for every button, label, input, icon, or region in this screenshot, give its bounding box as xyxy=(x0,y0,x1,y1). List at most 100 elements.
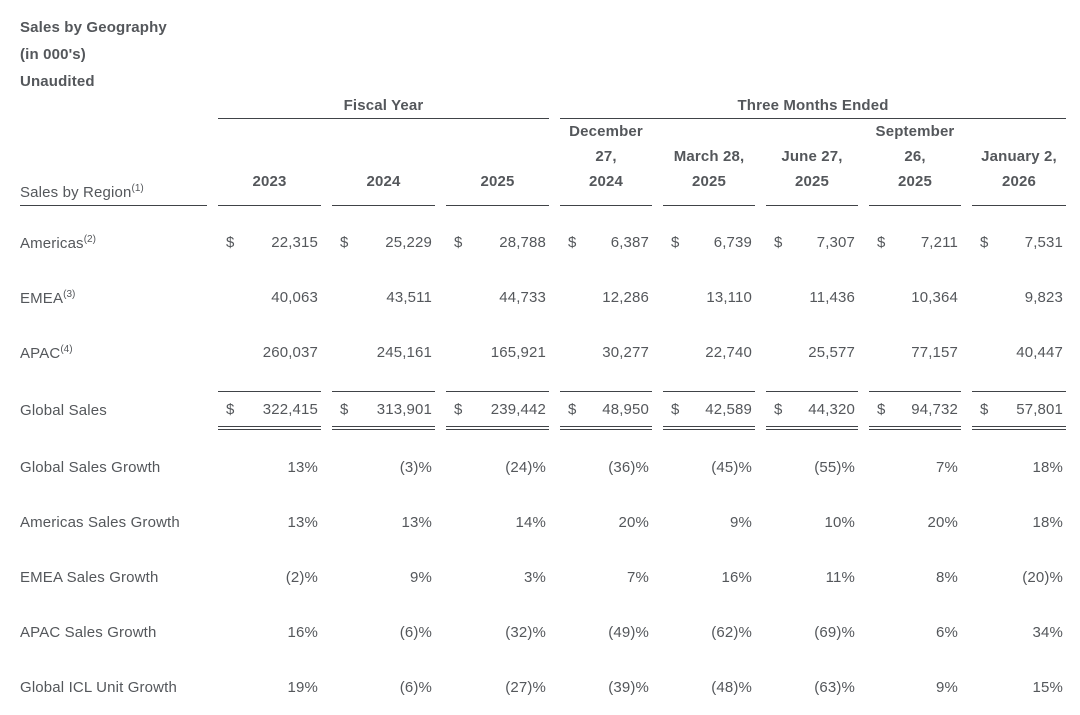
row-americas-sales-growth: Americas Sales Growth 13% 13% 14% 20% 9%… xyxy=(20,495,1080,550)
dollar-sign: $ xyxy=(774,234,783,251)
value-cell: (3)% xyxy=(399,459,432,476)
total-cell: $44,320 xyxy=(766,391,858,430)
value-cell: (36)% xyxy=(608,459,649,476)
row-label: Global ICL Unit Growth xyxy=(20,679,177,696)
value-cell: 245,161 xyxy=(376,344,432,361)
dollar-sign: $ xyxy=(877,234,886,251)
total-cell: $313,901 xyxy=(332,391,435,430)
region-column-header: Sales by Region(1) xyxy=(20,119,207,206)
value-cell: 25,577 xyxy=(808,344,855,361)
value-cell: 18% xyxy=(1032,514,1063,531)
units-note: (in 000's) xyxy=(20,46,86,63)
value-cell: (55)% xyxy=(814,459,855,476)
row-label: Americas Sales Growth xyxy=(20,514,180,531)
value-cell: 165,921 xyxy=(490,344,546,361)
row-emea-sales-growth: EMEA Sales Growth (2)% 9% 3% 7% 16% 11% … xyxy=(20,550,1080,605)
value-cell: $7,531 xyxy=(980,234,1063,251)
value-cell: 19% xyxy=(287,679,318,696)
value-cell: (6)% xyxy=(399,679,432,696)
row-label: Global Sales xyxy=(20,401,107,419)
value-cell: 3% xyxy=(524,569,546,586)
audit-note: Unaudited xyxy=(20,73,95,90)
dollar-sign: $ xyxy=(568,400,577,418)
value-cell: 13% xyxy=(401,514,432,531)
value-cell: 11,436 xyxy=(809,289,855,306)
row-label: EMEA(3) xyxy=(20,288,76,307)
column-header-q4: September 26, 2025 xyxy=(869,119,961,206)
dollar-sign: $ xyxy=(226,400,235,418)
value-cell: 40,447 xyxy=(1016,344,1063,361)
footnote-marker: (4) xyxy=(60,343,73,355)
value-cell: (63)% xyxy=(814,679,855,696)
column-header-fy2024: 2024 xyxy=(332,119,435,206)
dollar-sign: $ xyxy=(454,400,463,418)
value-cell: 9,823 xyxy=(1024,289,1063,306)
value-cell: $7,211 xyxy=(877,234,958,251)
fiscal-year-group-header: Fiscal Year xyxy=(218,95,549,119)
dollar-sign: $ xyxy=(226,234,235,251)
row-apac: APAC(4) 260,037 245,161 165,921 30,277 2… xyxy=(20,325,1080,380)
row-global-sales-growth: Global Sales Growth 13% (3)% (24)% (36)%… xyxy=(20,440,1080,495)
row-global-sales: Global Sales $322,415 $313,901 $239,442 … xyxy=(20,380,1080,440)
value-cell: $6,739 xyxy=(671,234,752,251)
value-cell: 10% xyxy=(824,514,855,531)
dollar-sign: $ xyxy=(340,400,349,418)
value-cell: 22,740 xyxy=(705,344,752,361)
value-cell: 13% xyxy=(287,459,318,476)
footnote-marker: (3) xyxy=(63,288,76,300)
total-cell: $239,442 xyxy=(446,391,549,430)
row-label: EMEA Sales Growth xyxy=(20,569,159,586)
value-cell: (32)% xyxy=(505,624,546,641)
row-apac-sales-growth: APAC Sales Growth 16% (6)% (32)% (49)% (… xyxy=(20,605,1080,660)
value-cell: 11% xyxy=(825,569,855,586)
value-cell: 10,364 xyxy=(911,289,958,306)
value-cell: 9% xyxy=(410,569,432,586)
value-cell: 40,063 xyxy=(271,289,318,306)
dollar-sign: $ xyxy=(568,234,577,251)
value-cell: 20% xyxy=(927,514,958,531)
page-title: Sales by Geography xyxy=(20,19,167,36)
value-cell: 7% xyxy=(627,569,649,586)
dollar-sign: $ xyxy=(980,400,989,418)
dollar-sign: $ xyxy=(454,234,463,251)
value-cell: 12,286 xyxy=(602,289,649,306)
row-label: Global Sales Growth xyxy=(20,459,161,476)
value-cell: 9% xyxy=(936,679,958,696)
value-cell: 30,277 xyxy=(602,344,649,361)
dollar-sign: $ xyxy=(671,400,680,418)
value-cell: 7% xyxy=(936,459,958,476)
three-months-group-header: Three Months Ended xyxy=(560,95,1066,119)
column-header-q5: January 2, 2026 xyxy=(972,119,1066,206)
value-cell: 34% xyxy=(1032,624,1063,641)
value-cell: (45)% xyxy=(711,459,752,476)
column-header-q1: December 27, 2024 xyxy=(560,119,652,206)
footnote-marker: (1) xyxy=(131,183,144,194)
row-label: Americas(2) xyxy=(20,233,96,252)
value-cell: (69)% xyxy=(814,624,855,641)
value-cell: 77,157 xyxy=(911,344,958,361)
row-global-icl-unit-growth: Global ICL Unit Growth 19% (6)% (27)% (3… xyxy=(20,660,1080,715)
title-block: Sales by Geography (in 000's) Unaudited xyxy=(20,14,1080,95)
value-cell: (39)% xyxy=(608,679,649,696)
group-header-row: Fiscal Year Three Months Ended xyxy=(20,95,1080,119)
value-cell: $6,387 xyxy=(568,234,649,251)
total-cell: $48,950 xyxy=(560,391,652,430)
dollar-sign: $ xyxy=(980,234,989,251)
footnote-marker: (2) xyxy=(83,233,96,245)
dollar-sign: $ xyxy=(877,400,886,418)
value-cell: 15% xyxy=(1032,679,1063,696)
row-label: APAC(4) xyxy=(20,343,73,362)
value-cell: 9% xyxy=(730,514,752,531)
column-header-fy2023: 2023 xyxy=(218,119,321,206)
value-cell: (27)% xyxy=(505,679,546,696)
value-cell: 6% xyxy=(936,624,958,641)
value-cell: (49)% xyxy=(608,624,649,641)
column-header-row: Sales by Region(1) 2023 2024 2025 Decemb… xyxy=(20,119,1080,206)
dollar-sign: $ xyxy=(340,234,349,251)
value-cell: 14% xyxy=(515,514,546,531)
value-cell: $22,315 xyxy=(226,234,318,251)
value-cell: (20)% xyxy=(1022,569,1063,586)
value-cell: 16% xyxy=(721,569,752,586)
total-cell: $94,732 xyxy=(869,391,961,430)
